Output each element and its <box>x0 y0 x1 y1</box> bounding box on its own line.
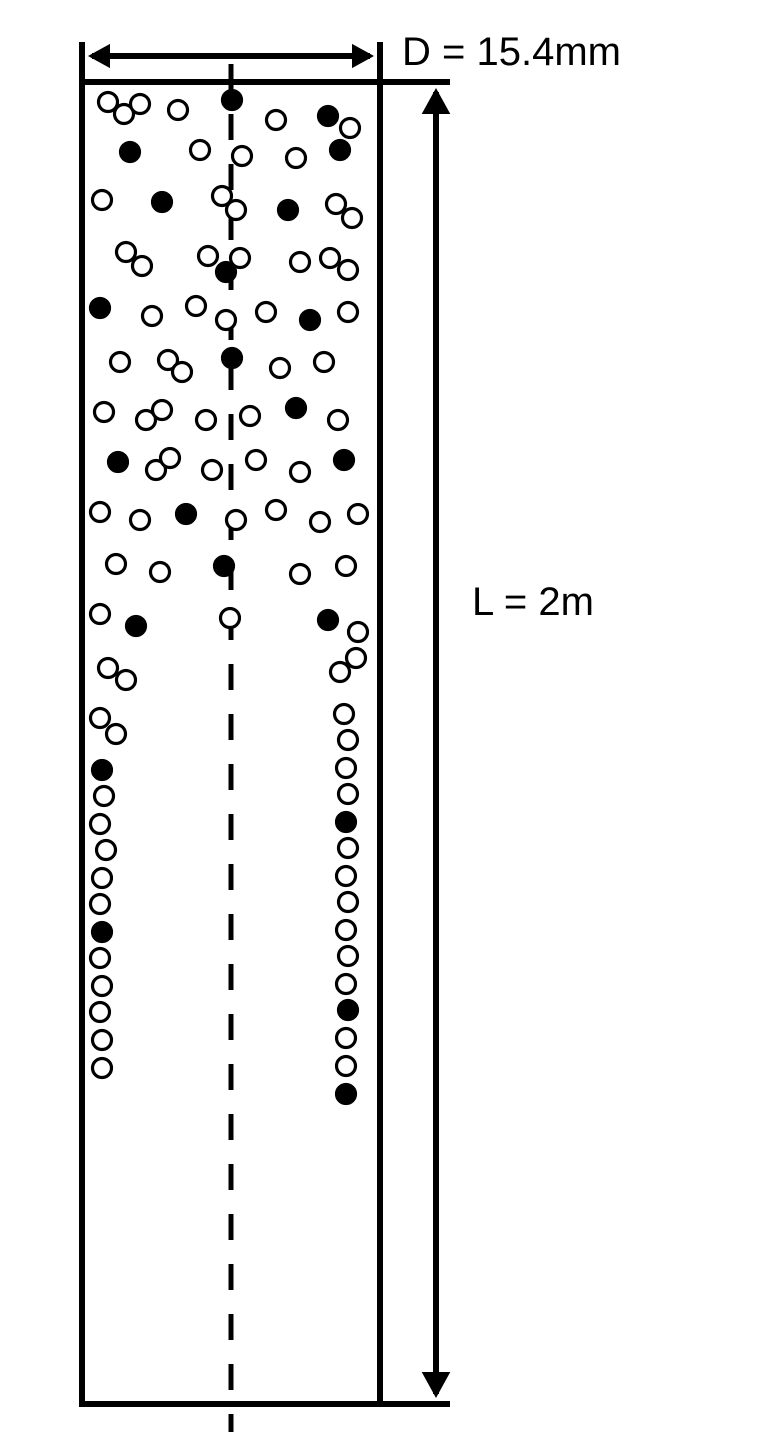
length-label: L = 2m <box>472 580 594 625</box>
tube-diagram <box>0 0 778 1441</box>
diameter-label: D = 15.4mm <box>402 30 621 75</box>
